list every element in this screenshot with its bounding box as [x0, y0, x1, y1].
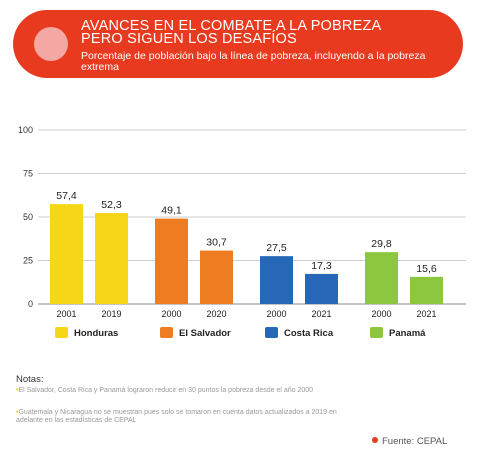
- legend-label: Honduras: [74, 328, 118, 339]
- y-tick-label: 0: [28, 299, 33, 309]
- x-tick-label: 2000: [161, 309, 181, 319]
- bar-chart: 0 25 50 75 100 57,4 2001 52,3 2019 Honduras 49,1 20…: [18, 125, 466, 339]
- data-label: 30,7: [206, 237, 227, 249]
- legend-swatch: [160, 327, 173, 338]
- y-tick-label: 75: [23, 169, 33, 179]
- legend-label: Costa Rica: [284, 328, 334, 339]
- legend-label: El Salvador: [179, 328, 231, 339]
- bar: [305, 273, 338, 304]
- bar: [50, 204, 83, 304]
- x-tick-label: 2021: [416, 309, 436, 319]
- legend-swatch: [265, 327, 278, 338]
- data-label: 27,5: [266, 242, 287, 254]
- x-tick-label: 2020: [206, 309, 226, 319]
- bar: [365, 252, 398, 304]
- data-label: 15,6: [416, 263, 437, 275]
- x-tick-label: 2019: [101, 309, 121, 319]
- y-tick-label: 100: [18, 125, 33, 135]
- y-tick-label: 25: [23, 256, 33, 266]
- x-tick-label: 2000: [266, 309, 286, 319]
- source-note: Fuente: CEPAL: [372, 436, 447, 447]
- bar: [155, 218, 188, 304]
- page-subtitle: Porcentaje de población bajo la línea de…: [81, 50, 426, 73]
- bullet-dot-icon: [372, 437, 378, 443]
- title-banner: AVANCES EN EL COMBATE A LA POBREZA PERO …: [13, 10, 463, 78]
- bar: [260, 256, 293, 304]
- data-label: 52,3: [101, 199, 122, 211]
- data-label: 49,1: [161, 205, 182, 217]
- data-label: 57,4: [56, 190, 77, 202]
- legend-swatch: [55, 327, 68, 338]
- x-tick-label: 2001: [56, 309, 76, 319]
- note-1: •El Salvador, Costa Rica y Panamá lograr…: [16, 387, 314, 394]
- data-label: 17,3: [311, 260, 332, 272]
- bar: [95, 212, 128, 304]
- bar: [410, 276, 443, 304]
- y-tick-label: 50: [23, 212, 33, 222]
- x-tick-label: 2000: [371, 309, 391, 319]
- legend-label: Panamá: [389, 328, 426, 339]
- notes-label: Notas:: [16, 374, 44, 385]
- data-label: 29,8: [371, 238, 392, 250]
- circle-icon: [34, 27, 68, 61]
- page-title: AVANCES EN EL COMBATE A LA POBREZA PERO …: [81, 18, 382, 47]
- bar: [200, 250, 233, 304]
- note-2: •Guatemala y Nicaragua no se muestran pu…: [16, 409, 337, 424]
- x-tick-label: 2021: [311, 309, 331, 319]
- legend-swatch: [370, 327, 383, 338]
